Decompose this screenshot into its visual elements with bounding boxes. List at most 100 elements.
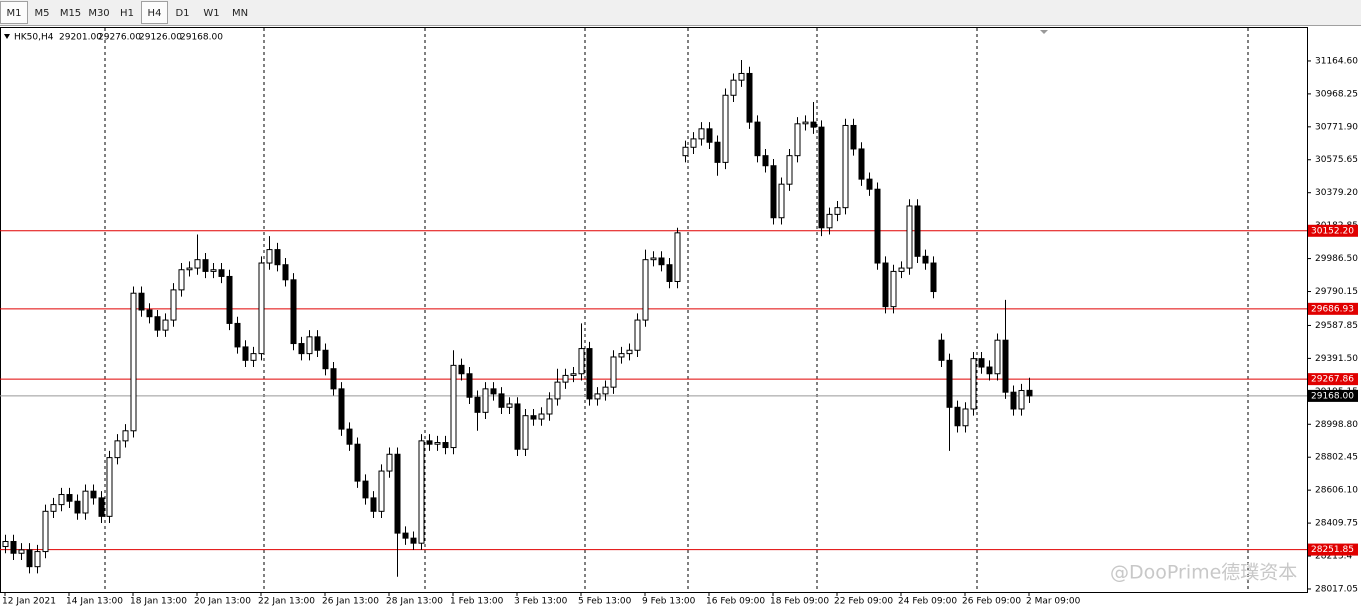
candle-body <box>594 393 601 400</box>
candle-body <box>914 205 921 257</box>
level-label: 28251.85 <box>1311 545 1354 555</box>
candle-body <box>642 259 649 321</box>
candle-body <box>1002 339 1009 393</box>
candle-body <box>722 94 729 163</box>
candle-body <box>898 267 905 272</box>
candle-body <box>154 316 161 331</box>
timeframe-label[interactable]: M30 <box>88 8 109 19</box>
candle-body <box>138 292 145 311</box>
candle-body <box>122 430 129 442</box>
plot-area <box>0 27 1308 593</box>
candle-body <box>346 428 353 445</box>
candle-body <box>818 126 825 229</box>
candle-body <box>650 257 657 261</box>
timeframe-button[interactable] <box>168 1 197 24</box>
candle-body <box>946 359 953 408</box>
candle-body <box>266 249 273 264</box>
candle-body <box>522 415 529 450</box>
candle-body <box>58 494 65 506</box>
candle-body <box>106 457 113 517</box>
x-tick-label: 12 Jan 2021 <box>2 597 56 607</box>
candle-body <box>714 141 721 163</box>
candle-body <box>490 388 497 395</box>
candle-body <box>986 366 993 375</box>
timeframe-label[interactable]: D1 <box>175 8 189 19</box>
header-price: 29201.00 <box>59 33 102 43</box>
candle-body <box>938 339 945 361</box>
candle-body <box>906 205 913 269</box>
candle-body <box>970 358 977 410</box>
y-tick-label: 29587.85 <box>1315 321 1358 331</box>
symbol: HK50,H4 <box>14 33 54 43</box>
x-tick-label: 24 Feb 09:00 <box>898 597 957 607</box>
candle-body <box>242 346 249 361</box>
y-tick-label: 30575.65 <box>1315 155 1358 165</box>
y-tick-label: 28213.4 <box>1315 552 1352 562</box>
timeframe-button[interactable] <box>197 1 226 24</box>
x-tick-label: 26 Jan 13:00 <box>322 597 379 607</box>
timeframe-label[interactable]: M5 <box>35 8 50 19</box>
candle-body <box>706 128 713 143</box>
candle-body <box>506 403 513 408</box>
header-arrow <box>4 34 10 39</box>
timeframe-label[interactable]: M15 <box>60 8 81 19</box>
candle-body <box>570 373 577 376</box>
candle-body <box>218 269 225 277</box>
y-tick-label: 28017.05 <box>1315 584 1358 594</box>
timeframe-button[interactable] <box>85 1 113 24</box>
candle-body <box>634 319 641 351</box>
candle-body <box>418 440 425 544</box>
candle-body <box>306 336 313 355</box>
candle-body <box>618 353 625 358</box>
candle-body <box>90 490 97 499</box>
candle-body <box>74 500 81 514</box>
x-tick-label: 20 Jan 13:00 <box>194 597 251 607</box>
candle-body <box>50 504 57 512</box>
candle-body <box>258 262 265 355</box>
candle-body <box>186 267 193 271</box>
candle-body <box>578 348 585 375</box>
candle-body <box>466 373 473 398</box>
candle-body <box>274 249 281 266</box>
candle-body <box>42 510 49 553</box>
x-tick-label: 5 Feb 13:00 <box>578 597 632 607</box>
y-tick-label: 28998.80 <box>1315 420 1358 430</box>
candle-body <box>114 440 121 459</box>
timeframe-button[interactable] <box>226 1 254 24</box>
candle-body <box>474 396 481 413</box>
candle-body <box>282 264 289 281</box>
timeframe-label[interactable]: M1 <box>7 8 22 19</box>
candle-body <box>866 178 873 190</box>
x-tick-label: 2 Mar 09:00 <box>1026 597 1081 607</box>
timeframe-button[interactable] <box>113 1 141 24</box>
x-tick-label: 28 Jan 13:00 <box>386 597 443 607</box>
timeframe-button[interactable] <box>0 1 28 24</box>
level-tag <box>1308 543 1358 556</box>
x-tick-label: 9 Feb 13:00 <box>642 597 696 607</box>
header-price: 29168.00 <box>180 33 223 43</box>
candle-body <box>146 309 153 318</box>
candle-body <box>530 415 537 420</box>
timeframe-label[interactable]: MN <box>232 8 248 19</box>
candle-body <box>562 374 569 383</box>
candle-body <box>210 269 217 272</box>
timeframe-label[interactable]: W1 <box>203 8 219 19</box>
level-tag <box>1308 302 1358 315</box>
candle-body <box>170 289 177 321</box>
candle-body <box>482 388 489 413</box>
candle-body <box>378 470 385 512</box>
candle-body <box>130 292 137 432</box>
x-tick-label: 14 Jan 13:00 <box>66 597 123 607</box>
timeframe-button[interactable] <box>28 1 56 24</box>
candle-body <box>410 537 417 544</box>
timeframe-button[interactable] <box>141 1 168 24</box>
timeframe-label[interactable]: H1 <box>120 8 134 19</box>
candle-body <box>538 413 545 420</box>
level-tag <box>1308 373 1358 386</box>
candle-body <box>658 257 665 266</box>
timeframe-label[interactable]: H4 <box>148 8 162 19</box>
candle-body <box>586 348 593 400</box>
timeframe-button[interactable] <box>56 1 85 24</box>
y-tick-label: 30771.90 <box>1315 122 1358 132</box>
candle-body <box>10 541 17 554</box>
